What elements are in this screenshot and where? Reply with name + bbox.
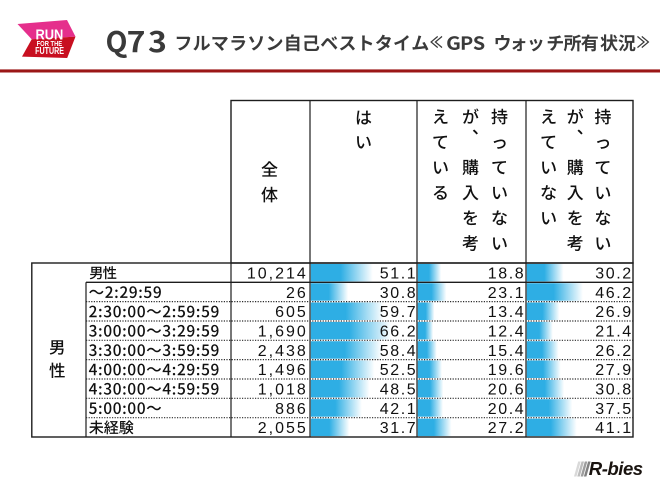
svg-text:41.1: 41.1 [595, 420, 633, 437]
svg-text:20.6: 20.6 [488, 382, 526, 399]
svg-text:FUTURE: FUTURE [35, 45, 64, 56]
svg-text:20.4: 20.4 [488, 401, 526, 418]
svg-text:19.6: 19.6 [488, 362, 526, 379]
svg-text:2,055: 2,055 [258, 420, 308, 437]
svg-text:RUN: RUN [35, 27, 63, 43]
svg-text:66.2: 66.2 [380, 324, 418, 341]
svg-text:18.8: 18.8 [488, 266, 526, 283]
svg-text:26.2: 26.2 [595, 343, 633, 360]
svg-text:1,690: 1,690 [258, 324, 308, 341]
svg-text:51.1: 51.1 [380, 266, 418, 283]
svg-text:13.4: 13.4 [488, 304, 526, 321]
svg-text:15.4: 15.4 [488, 343, 526, 360]
svg-text:30.2: 30.2 [595, 266, 633, 283]
svg-text:26.9: 26.9 [595, 304, 633, 321]
svg-text:59.7: 59.7 [380, 304, 418, 321]
svg-text:52.5: 52.5 [380, 362, 418, 379]
svg-text:886: 886 [275, 401, 308, 418]
svg-text:R-bies: R-bies [589, 458, 643, 479]
svg-text:12.4: 12.4 [488, 324, 526, 341]
svg-text:10,214: 10,214 [247, 266, 308, 283]
svg-text:48.5: 48.5 [380, 382, 418, 399]
svg-text:26: 26 [286, 285, 308, 302]
svg-text:30.8: 30.8 [595, 382, 633, 399]
svg-text:1,018: 1,018 [258, 382, 308, 399]
svg-text:31.7: 31.7 [380, 420, 418, 437]
svg-text:2,438: 2,438 [258, 343, 308, 360]
svg-text:FOR THE: FOR THE [37, 41, 63, 49]
svg-text:46.2: 46.2 [595, 285, 633, 302]
svg-text:605: 605 [275, 304, 308, 321]
svg-text:30.8: 30.8 [380, 285, 418, 302]
svg-text:37.5: 37.5 [595, 401, 633, 418]
svg-text:27.2: 27.2 [488, 420, 526, 437]
svg-text:21.4: 21.4 [595, 324, 633, 341]
svg-text:27.9: 27.9 [595, 362, 633, 379]
svg-text:42.1: 42.1 [380, 401, 418, 418]
svg-text:1,496: 1,496 [258, 362, 308, 379]
svg-text:58.4: 58.4 [380, 343, 418, 360]
svg-text:23.1: 23.1 [488, 285, 526, 302]
